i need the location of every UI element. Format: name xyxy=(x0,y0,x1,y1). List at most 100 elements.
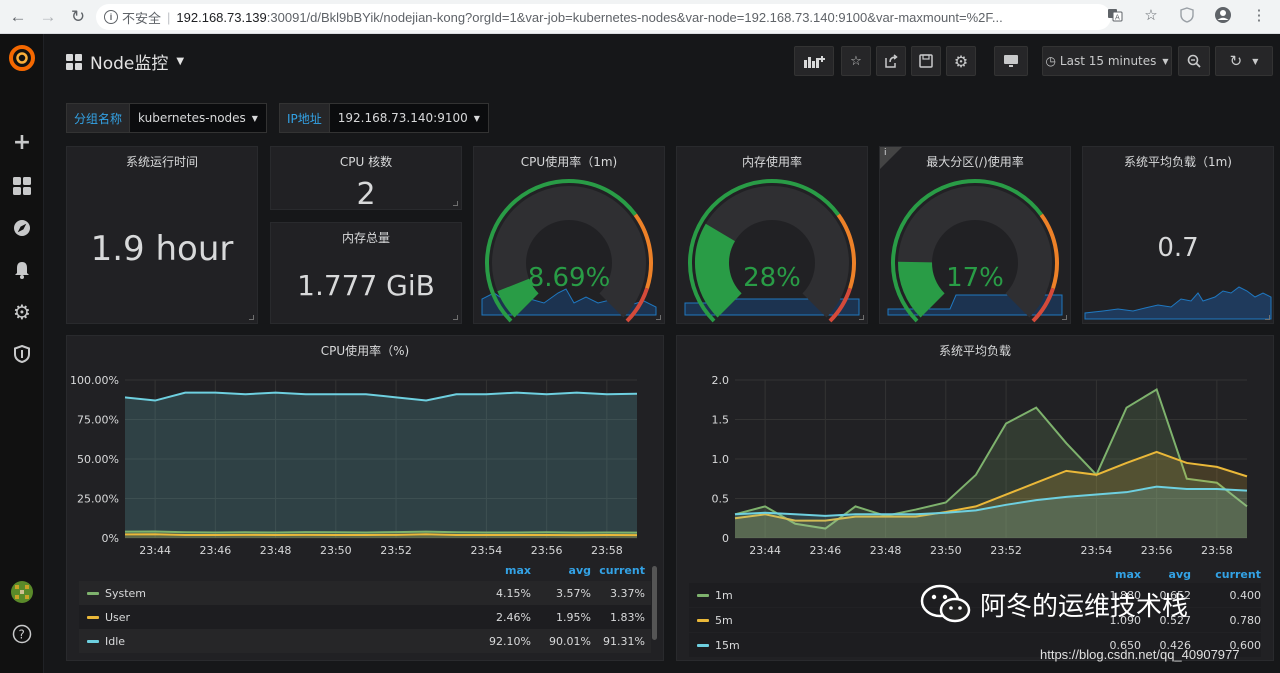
x-tick-label: 23:58 xyxy=(591,544,623,557)
explore-compass-icon[interactable] xyxy=(10,216,34,240)
uptime-panel[interactable]: 系统运行时间 1.9 hour xyxy=(66,146,258,324)
alerting-bell-icon[interactable] xyxy=(10,258,34,282)
memory-total-value: 1.777 GiB xyxy=(297,269,435,302)
memory-usage-gauge-panel[interactable]: 内存使用率 28% xyxy=(676,146,868,324)
reload-icon[interactable]: ↻ xyxy=(70,6,86,26)
legend-row-system[interactable]: System 4.15% 3.57% 3.37% xyxy=(79,581,651,605)
panel-title[interactable]: 系统平均负载 xyxy=(938,344,1011,358)
series-color-swatch[interactable] xyxy=(87,639,99,643)
y-tick-label: 25.00% xyxy=(77,493,119,506)
create-plus-icon[interactable]: + xyxy=(12,129,32,155)
caret-down-icon: ▼ xyxy=(251,113,258,123)
series-color-swatch[interactable] xyxy=(87,615,99,619)
dashboards-icon[interactable] xyxy=(10,174,34,198)
legend-header-current[interactable]: current xyxy=(1215,568,1261,581)
series-name[interactable]: 1m xyxy=(715,588,733,602)
memory-usage-gauge xyxy=(684,179,860,323)
series-name[interactable]: User xyxy=(105,610,131,624)
series-color-swatch[interactable] xyxy=(697,618,709,622)
share-dashboard-button[interactable] xyxy=(876,46,906,76)
legend-header-avg[interactable]: avg xyxy=(1168,568,1191,581)
y-tick-label: 1.0 xyxy=(712,453,730,466)
panel-title[interactable]: CPU 核数 xyxy=(339,155,393,169)
legend-row-user[interactable]: User 2.46% 1.95% 1.83% xyxy=(79,605,651,629)
legend-row-5m[interactable]: 5m 1.090 0.527 0.780 xyxy=(689,608,1261,632)
panel-title[interactable]: 系统运行时间 xyxy=(125,155,198,169)
view-mode-button[interactable] xyxy=(994,46,1028,76)
series-name[interactable]: Idle xyxy=(105,634,126,648)
resize-handle[interactable] xyxy=(453,315,458,320)
x-tick-label: 23:54 xyxy=(1081,544,1113,557)
clock-icon: ◷ xyxy=(1045,54,1056,68)
load-average-chart[interactable]: 0 0.5 1.0 1.5 2.0 23:44 23:46 23:48 23:50 23:52 23… xyxy=(677,362,1273,592)
panel-title[interactable]: CPU使用率（1m) xyxy=(520,155,618,169)
resize-handle[interactable] xyxy=(656,315,661,320)
disk-usage-gauge xyxy=(887,179,1063,323)
variable-job-select[interactable]: kubernetes-nodes ▼ xyxy=(130,103,267,133)
panel-title[interactable]: CPU使用率（%) xyxy=(320,344,410,358)
series-color-swatch[interactable] xyxy=(697,593,709,597)
security-label: 不安全 xyxy=(122,10,162,26)
panel-title[interactable]: 系统平均负载（1m) xyxy=(1123,155,1232,169)
panel-title[interactable]: 内存总量 xyxy=(341,231,390,245)
configuration-gear-icon[interactable]: ⚙ xyxy=(13,300,31,324)
star-dashboard-button[interactable]: ☆ xyxy=(841,46,871,76)
bookmark-star-icon[interactable]: ☆ xyxy=(1144,7,1158,24)
refresh-button[interactable]: ↻ ▼ xyxy=(1215,46,1273,76)
extension-icon[interactable] xyxy=(1176,4,1198,26)
variable-node-select[interactable]: 192.168.73.140:9100 ▼ xyxy=(329,103,489,133)
series-color-swatch[interactable] xyxy=(87,591,99,595)
add-panel-button[interactable] xyxy=(794,46,834,76)
y-tick-label: 0 xyxy=(722,532,729,545)
panel-title[interactable]: 最大分区(/)使用率 xyxy=(926,155,1024,169)
cpu-cores-panel[interactable]: CPU 核数 2 xyxy=(270,146,462,212)
legend-row-idle[interactable]: Idle 92.10% 90.01% 91.31% xyxy=(79,629,651,653)
resize-handle[interactable] xyxy=(249,315,254,320)
x-tick-label: 23:50 xyxy=(320,544,352,557)
series-name[interactable]: 5m xyxy=(715,613,733,627)
memory-total-panel[interactable]: 内存总量 1.777 GiB xyxy=(270,222,462,324)
legend-row-1m[interactable]: 1m 1.880 0.652 0.400 xyxy=(689,583,1261,607)
cpu-usage-chart[interactable]: 0% 25.00% 50.00% 75.00% 100.00% 23:44 23:46 23:… xyxy=(67,362,663,592)
cpu-usage-graph-panel[interactable]: CPU使用率（%) 0% 25.00% 50.00% 75.00% 100.00% 23:… xyxy=(66,335,664,661)
back-icon[interactable]: ← xyxy=(9,6,27,26)
help-icon[interactable]: ? xyxy=(10,622,34,646)
panel-info-corner[interactable] xyxy=(880,147,902,169)
legend-header-max[interactable]: max xyxy=(505,564,531,577)
forward-icon[interactable]: → xyxy=(39,6,57,26)
save-dashboard-button[interactable] xyxy=(911,46,941,76)
menu-kebab-icon[interactable]: ⋮ xyxy=(1251,7,1267,24)
series-color-swatch[interactable] xyxy=(697,643,709,647)
cpu-usage-gauge-panel[interactable]: CPU使用率（1m) 8.69% xyxy=(473,146,665,324)
translate-icon[interactable]: A xyxy=(1104,4,1126,26)
time-range-label: Last 15 minutes xyxy=(1059,54,1157,68)
series-name[interactable]: System xyxy=(105,586,147,600)
caret-down-icon: ▼ xyxy=(1162,56,1169,66)
load-average-value: 0.7 xyxy=(1157,233,1199,263)
legend-scrollbar[interactable] xyxy=(652,566,657,640)
profile-icon[interactable] xyxy=(1212,4,1234,26)
legend-header-avg[interactable]: avg xyxy=(568,564,591,577)
grafana-logo-icon[interactable] xyxy=(8,44,36,72)
time-range-picker[interactable]: ◷ Last 15 minutes ▼ xyxy=(1042,46,1172,76)
legend-header-current[interactable]: current xyxy=(599,564,645,577)
dashboard-settings-button[interactable]: ⚙ xyxy=(946,46,976,76)
resize-handle[interactable] xyxy=(1265,315,1270,320)
disk-usage-gauge-panel[interactable]: i 最大分区(/)使用率 17% xyxy=(879,146,1071,324)
zoom-out-button[interactable] xyxy=(1178,46,1210,76)
address-bar[interactable]: i 不安全 | 192.168.73.139:30091/d/Bkl9bBYik… xyxy=(96,4,1111,30)
resize-handle[interactable] xyxy=(1062,315,1067,320)
load-average-panel[interactable]: 系统平均负载（1m) 0.7 xyxy=(1082,146,1274,324)
resize-handle[interactable] xyxy=(859,315,864,320)
server-admin-shield-icon[interactable] xyxy=(10,342,34,366)
dashboard-picker[interactable]: Node监控 ▼ xyxy=(66,49,184,74)
series-name[interactable]: 15m xyxy=(715,638,740,652)
cpu-cores-value: 2 xyxy=(356,177,376,212)
user-avatar[interactable] xyxy=(10,580,34,604)
security-indicator[interactable]: i 不安全 xyxy=(104,8,161,27)
load-average-graph-panel[interactable]: 系统平均负载 0 0.5 1.0 1.5 2.0 23:44 23:46 23:48 23:50… xyxy=(676,335,1274,661)
legend-row-15m[interactable]: 15m 0.650 0.426 0.600 xyxy=(689,633,1261,657)
resize-handle[interactable] xyxy=(453,201,458,206)
legend-header-max[interactable]: max xyxy=(1115,568,1141,581)
panel-title[interactable]: 内存使用率 xyxy=(741,155,802,169)
